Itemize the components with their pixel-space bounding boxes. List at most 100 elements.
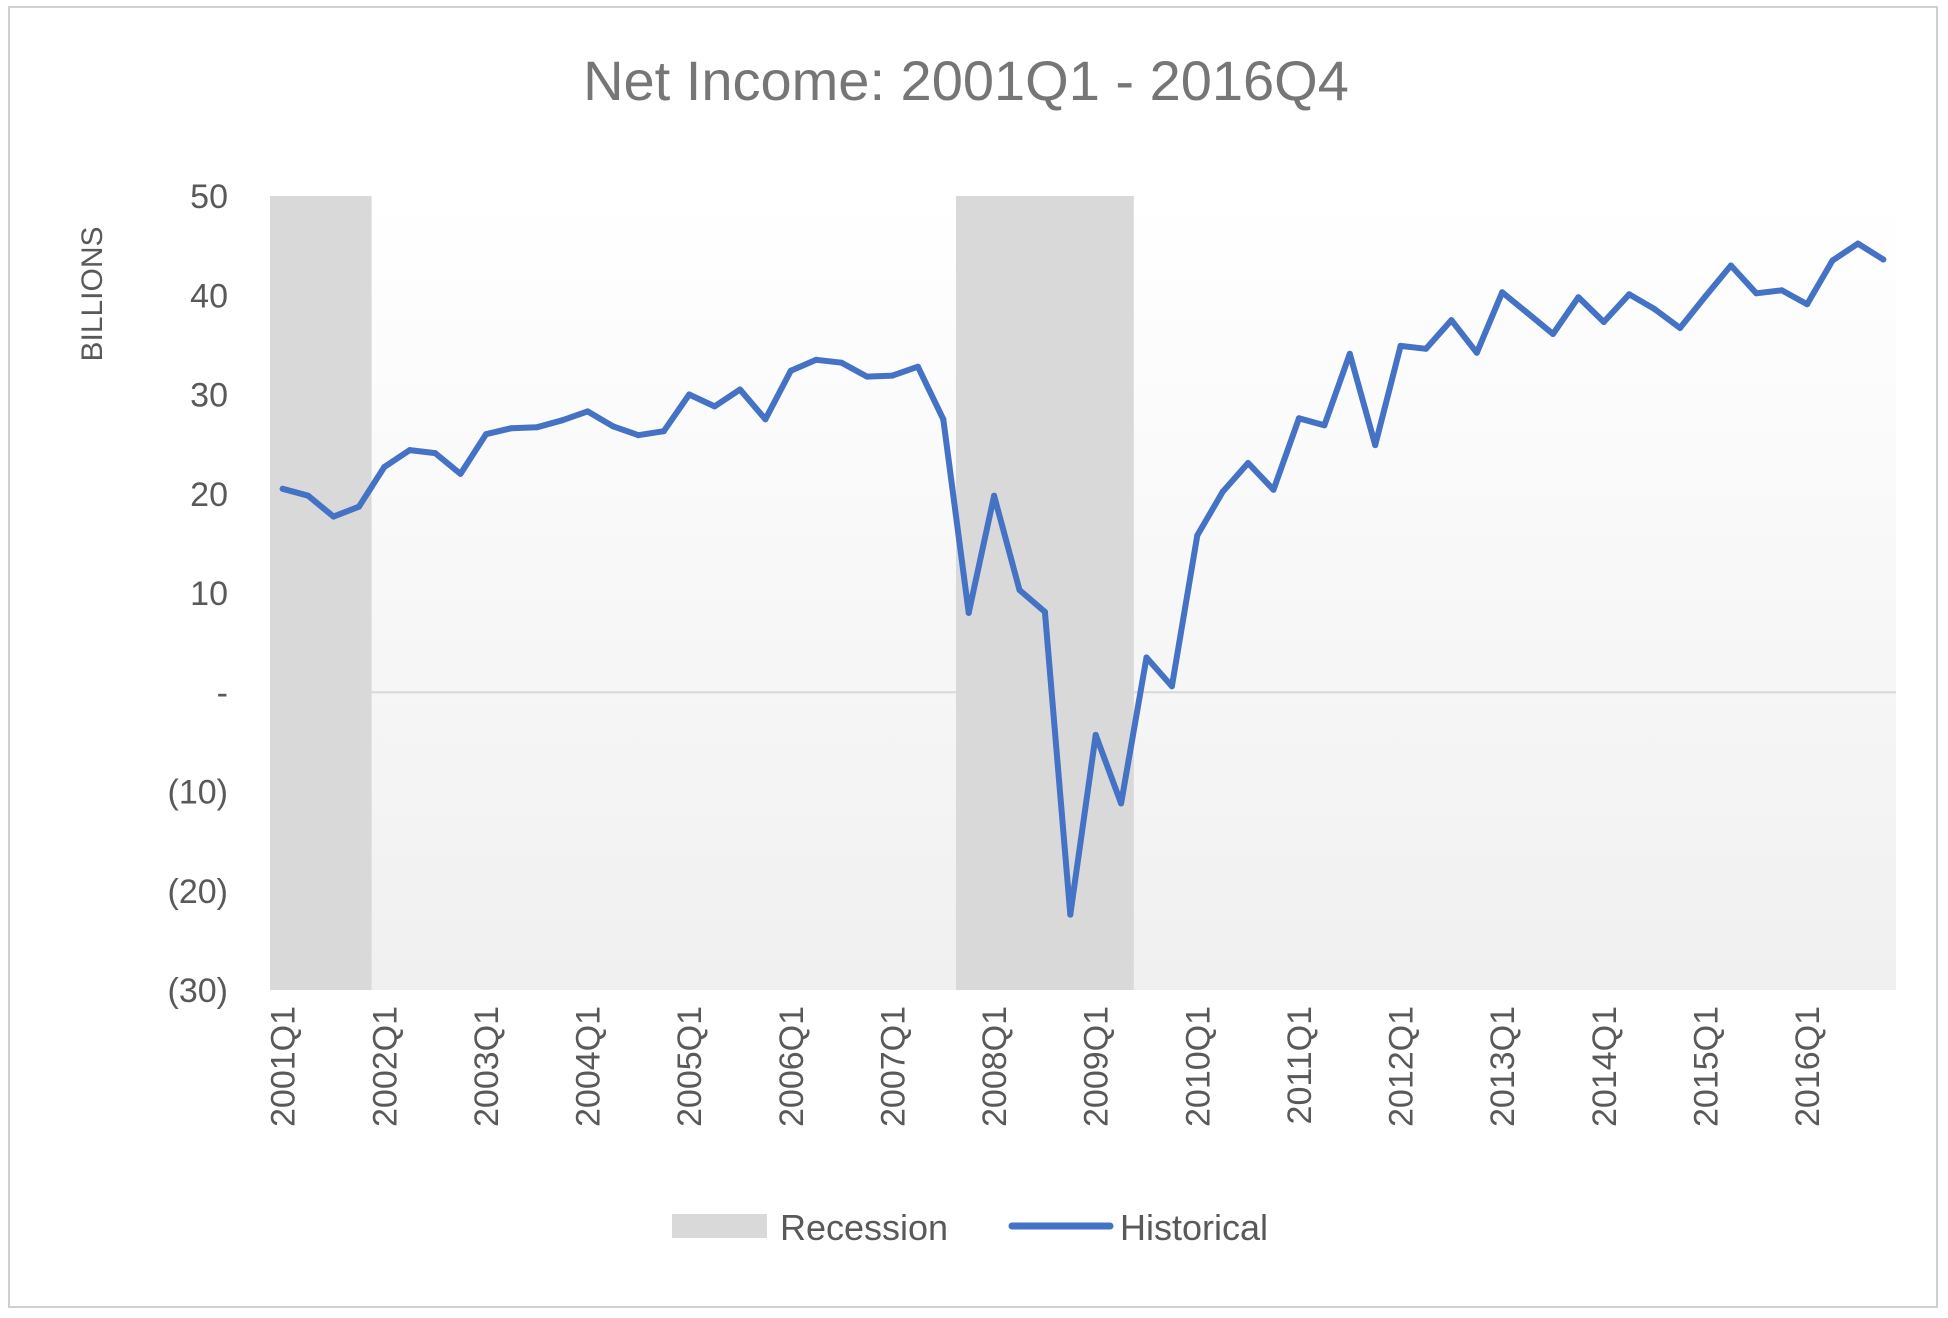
x-tick-label: 2010Q1 (1179, 1006, 1217, 1127)
recession-bands (270, 196, 1134, 990)
y-axis-ticks: 50 40 30 20 10 - (10) (20) (30) (168, 178, 228, 1010)
historical-point (762, 416, 769, 423)
historical-point (1727, 262, 1734, 269)
historical-point (1016, 587, 1023, 593)
historical-point (584, 408, 591, 415)
historical-point (1524, 310, 1531, 317)
x-tick-label: 2015Q1 (1687, 1006, 1725, 1127)
x-tick-label: 2013Q1 (1484, 1006, 1522, 1127)
historical-point (889, 372, 896, 379)
historical-point (965, 609, 972, 616)
historical-point (1804, 301, 1811, 308)
historical-point (787, 367, 794, 374)
historical-point (864, 373, 870, 380)
chart-svg: Net Income: 2001Q1 - 2016Q4 BILLIONS 50 4… (76, 49, 1896, 1248)
historical-point (355, 503, 362, 510)
historical-point (508, 425, 515, 432)
x-tick-label: 2001Q1 (265, 1006, 303, 1127)
y-tick-label: 40 (190, 277, 228, 315)
historical-point (1194, 532, 1201, 539)
legend-label-recession: Recession (780, 1207, 948, 1248)
legend-label-historical: Historical (1120, 1207, 1268, 1248)
y-tick-label: - (217, 674, 228, 712)
historical-point (1143, 654, 1150, 661)
historical-point (1270, 486, 1277, 493)
historical-point (1829, 257, 1836, 264)
legend: Recession Historical (672, 1207, 1268, 1248)
historical-point (991, 492, 998, 499)
x-tick-label: 2004Q1 (570, 1006, 608, 1127)
y-tick-label: 50 (190, 178, 228, 216)
historical-point (1219, 488, 1226, 495)
x-tick-label: 2016Q1 (1789, 1006, 1827, 1127)
series-historical (279, 240, 1887, 918)
x-tick-label: 2008Q1 (976, 1006, 1014, 1127)
historical-point (1372, 442, 1379, 449)
historical-point (305, 492, 312, 499)
historical-point (432, 450, 439, 457)
historical-point (914, 363, 921, 370)
x-tick-label: 2009Q1 (1078, 1006, 1116, 1127)
y-tick-label: 20 (190, 476, 228, 514)
x-tick-label: 2002Q1 (366, 1006, 404, 1127)
historical-point (457, 470, 464, 477)
historical-point (381, 464, 388, 470)
x-tick-label: 2012Q1 (1383, 1006, 1421, 1127)
historical-point (1296, 415, 1302, 422)
historical-point (330, 513, 337, 520)
historical-point (737, 386, 743, 393)
y-tick-label: (20) (168, 873, 228, 911)
historical-point (711, 403, 718, 410)
historical-point (1575, 294, 1582, 301)
historical-point (1600, 319, 1607, 325)
historical-point (559, 417, 566, 424)
historical-point (660, 428, 667, 435)
chart-container: Net Income: 2001Q1 - 2016Q4 BILLIONS 50 4… (8, 6, 1938, 1308)
historical-point (813, 356, 820, 363)
historical-point (1346, 350, 1353, 357)
historical-point (1499, 289, 1506, 296)
legend-swatch-recession (672, 1214, 767, 1238)
x-tick-label: 2011Q1 (1281, 1006, 1319, 1124)
historical-point (1778, 287, 1785, 294)
historical-point (1245, 460, 1252, 466)
x-axis-ticks: 2001Q1 2002Q1 2003Q1 2004Q1 2005Q1 2006Q1 2007… (265, 1006, 1827, 1127)
historical-point (1092, 731, 1099, 738)
historical-point (1651, 306, 1658, 313)
historical-point (406, 447, 413, 454)
historical-point (940, 416, 947, 423)
historical-point (1880, 256, 1887, 263)
historical-point (1397, 342, 1404, 349)
y-tick-label: (30) (168, 972, 228, 1010)
historical-point (1677, 325, 1683, 331)
y-tick-label: 10 (190, 575, 228, 613)
x-tick-label: 2014Q1 (1586, 1006, 1624, 1127)
x-tick-label: 2005Q1 (671, 1006, 709, 1127)
y-tick-label: 30 (190, 377, 228, 415)
historical-point (1118, 800, 1125, 807)
historical-point (483, 431, 489, 438)
x-tick-label: 2007Q1 (874, 1006, 912, 1127)
historical-point (1753, 290, 1760, 297)
historical-point (838, 359, 845, 366)
historical-point (1702, 293, 1709, 300)
historical-point (1626, 291, 1633, 298)
historical-point (1448, 317, 1455, 324)
historical-point (1321, 422, 1328, 429)
historical-point (686, 391, 693, 398)
historical-point (1041, 608, 1048, 615)
historical-point (1550, 331, 1556, 337)
recession-band-1 (270, 196, 372, 990)
y-tick-label: (10) (168, 774, 228, 812)
historical-point (1168, 683, 1175, 690)
historical-point (610, 423, 616, 430)
historical-point (1067, 911, 1074, 918)
historical-point (533, 424, 540, 431)
recession-band-2 (955, 196, 1134, 990)
historical-point (279, 485, 286, 492)
historical-point (1423, 345, 1429, 352)
historical-point (635, 432, 642, 439)
x-tick-label: 2006Q1 (773, 1006, 811, 1127)
historical-point (1854, 240, 1861, 247)
y-axis-label: BILLIONS (76, 226, 109, 361)
